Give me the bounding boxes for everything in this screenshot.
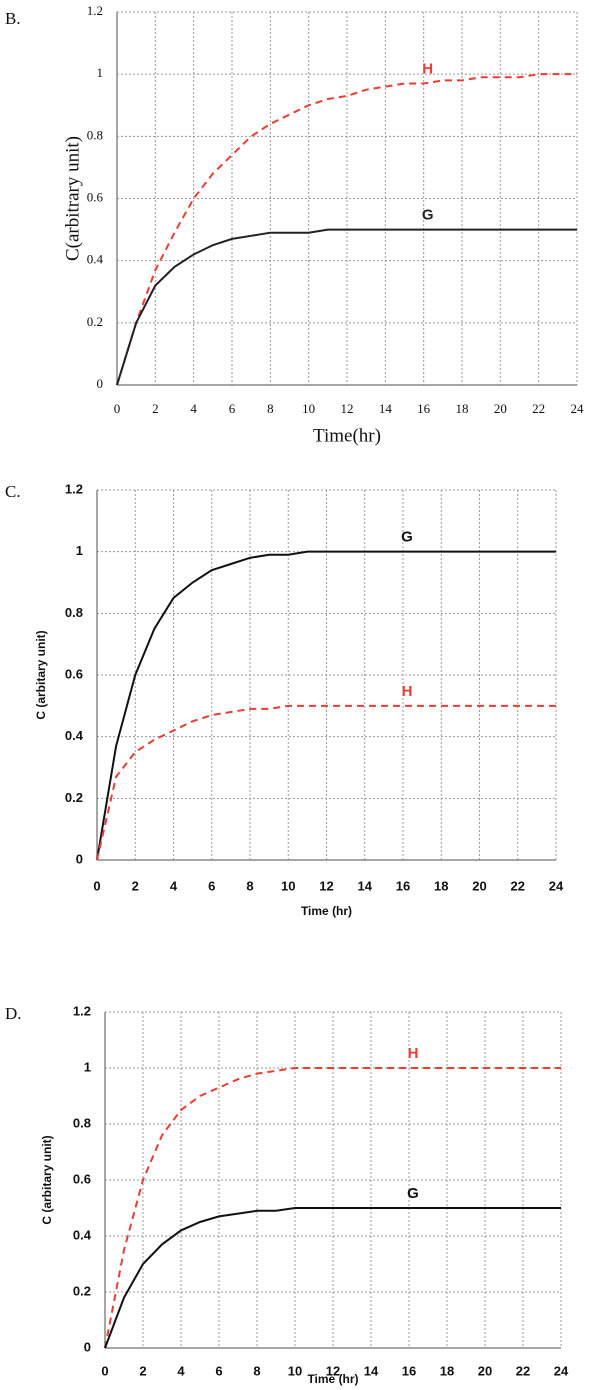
x-tick-label: 16 (402, 1363, 416, 1378)
x-tick-label: 24 (549, 878, 564, 893)
series-label: G (422, 207, 434, 224)
y-tick-label: 0.6 (73, 1171, 91, 1186)
series-label: G (401, 529, 413, 546)
y-tick-label: 0.6 (87, 189, 104, 204)
x-tick-label: 8 (253, 1363, 260, 1378)
y-tick-label: 1 (76, 543, 83, 558)
x-tick-label: 12 (319, 878, 333, 893)
y-tick-label: 0 (97, 376, 104, 391)
x-tick-label: 6 (229, 401, 236, 416)
chart: C.00.20.40.60.811.20 2 4 6 8 10 12 14 16 18 20 22 24… (5, 481, 564, 918)
x-tick-label: 2 (139, 1363, 146, 1378)
x-tick-label: 6 (215, 1363, 222, 1378)
x-tick-label: 10 (302, 401, 315, 416)
x-tick-label: 18 (440, 1363, 454, 1378)
y-tick-label: 1.2 (73, 1003, 91, 1018)
y-tick-label: 0 (76, 851, 83, 866)
x-tick-label: 16 (417, 401, 431, 416)
x-tick-label: 4 (177, 1363, 185, 1378)
x-tick-label: 22 (511, 878, 525, 893)
x-tick-label: 8 (267, 401, 274, 416)
series-label: H (408, 1045, 419, 1062)
y-tick-label: 0.2 (65, 790, 83, 805)
x-tick-label: 14 (364, 1363, 379, 1378)
y-tick-label: 1 (97, 65, 104, 80)
x-tick-label: 12 (326, 1363, 340, 1378)
x-axis-label: Time (hr) (307, 1372, 358, 1386)
series-line (96, 704, 556, 861)
y-tick-label: 0.4 (73, 1227, 92, 1242)
x-tick-label: 18 (434, 878, 448, 893)
series-label: H (422, 60, 433, 77)
y-tick-label: 1.2 (87, 3, 103, 18)
x-tick-label: 6 (208, 878, 215, 893)
x-tick-label: 10 (281, 878, 295, 893)
y-tick-label: 0.2 (87, 314, 103, 329)
y-tick-label: 0 (84, 1339, 91, 1354)
x-tick-label: 2 (132, 878, 139, 893)
x-tick-label: 20 (472, 878, 486, 893)
x-tick-label: 12 (341, 401, 354, 416)
x-axis-label: Time(hr) (313, 425, 381, 446)
y-axis-label: C (arbitary unit) (40, 1135, 54, 1224)
y-tick-label: 1 (84, 1059, 91, 1074)
series-label: G (407, 1185, 419, 1202)
x-tick-label: 14 (358, 878, 373, 893)
series-line (116, 228, 577, 386)
y-axis-label: C (arbitary unit) (34, 630, 48, 719)
x-tick-label: 14 (379, 401, 393, 416)
x-tick-label: 22 (516, 1363, 530, 1378)
series-line (96, 550, 556, 861)
x-tick-label: 2 (152, 401, 159, 416)
y-tick-label: 0.4 (65, 728, 84, 743)
y-tick-label: 0.6 (65, 666, 83, 681)
y-tick-label: 1.2 (65, 481, 83, 496)
chart: B.00.20.40.60.811.20 2 4 6 8 10 12 14 16 18 20 22 24… (5, 3, 584, 446)
y-tick-label: 0.2 (73, 1283, 91, 1298)
x-tick-label: 4 (170, 878, 178, 893)
series-line (104, 1207, 561, 1349)
x-tick-label: 24 (554, 1363, 569, 1378)
x-tick-label: 20 (494, 401, 507, 416)
x-tick-label: 0 (93, 878, 100, 893)
x-tick-label: 16 (396, 878, 410, 893)
x-tick-label: 20 (478, 1363, 492, 1378)
y-tick-label: 0.8 (87, 127, 103, 142)
series-line (104, 1067, 561, 1349)
x-tick-label: 8 (246, 878, 253, 893)
series-label: H (402, 683, 413, 700)
x-tick-label: 0 (114, 401, 121, 416)
panel-label: D. (5, 1004, 22, 1023)
x-tick-label: 4 (190, 401, 197, 416)
x-tick-label: 18 (456, 401, 469, 416)
x-tick-label: 24 (571, 401, 585, 416)
y-tick-label: 0.4 (87, 252, 104, 267)
chart: D.00.20.40.60.811.20 2 4 6 8 10 12 14 16 18 20 22 24… (5, 1003, 569, 1386)
x-tick-label: 22 (532, 401, 545, 416)
panel-label: B. (5, 9, 21, 28)
x-axis-label: Time (hr) (301, 904, 352, 918)
y-tick-label: 0.8 (65, 605, 83, 620)
y-axis-label: C(arbitrary unit) (62, 136, 83, 261)
panel-label: C. (5, 482, 21, 501)
y-tick-label: 0.8 (73, 1115, 91, 1130)
x-tick-label: 0 (101, 1363, 108, 1378)
x-tick-label: 10 (288, 1363, 302, 1378)
